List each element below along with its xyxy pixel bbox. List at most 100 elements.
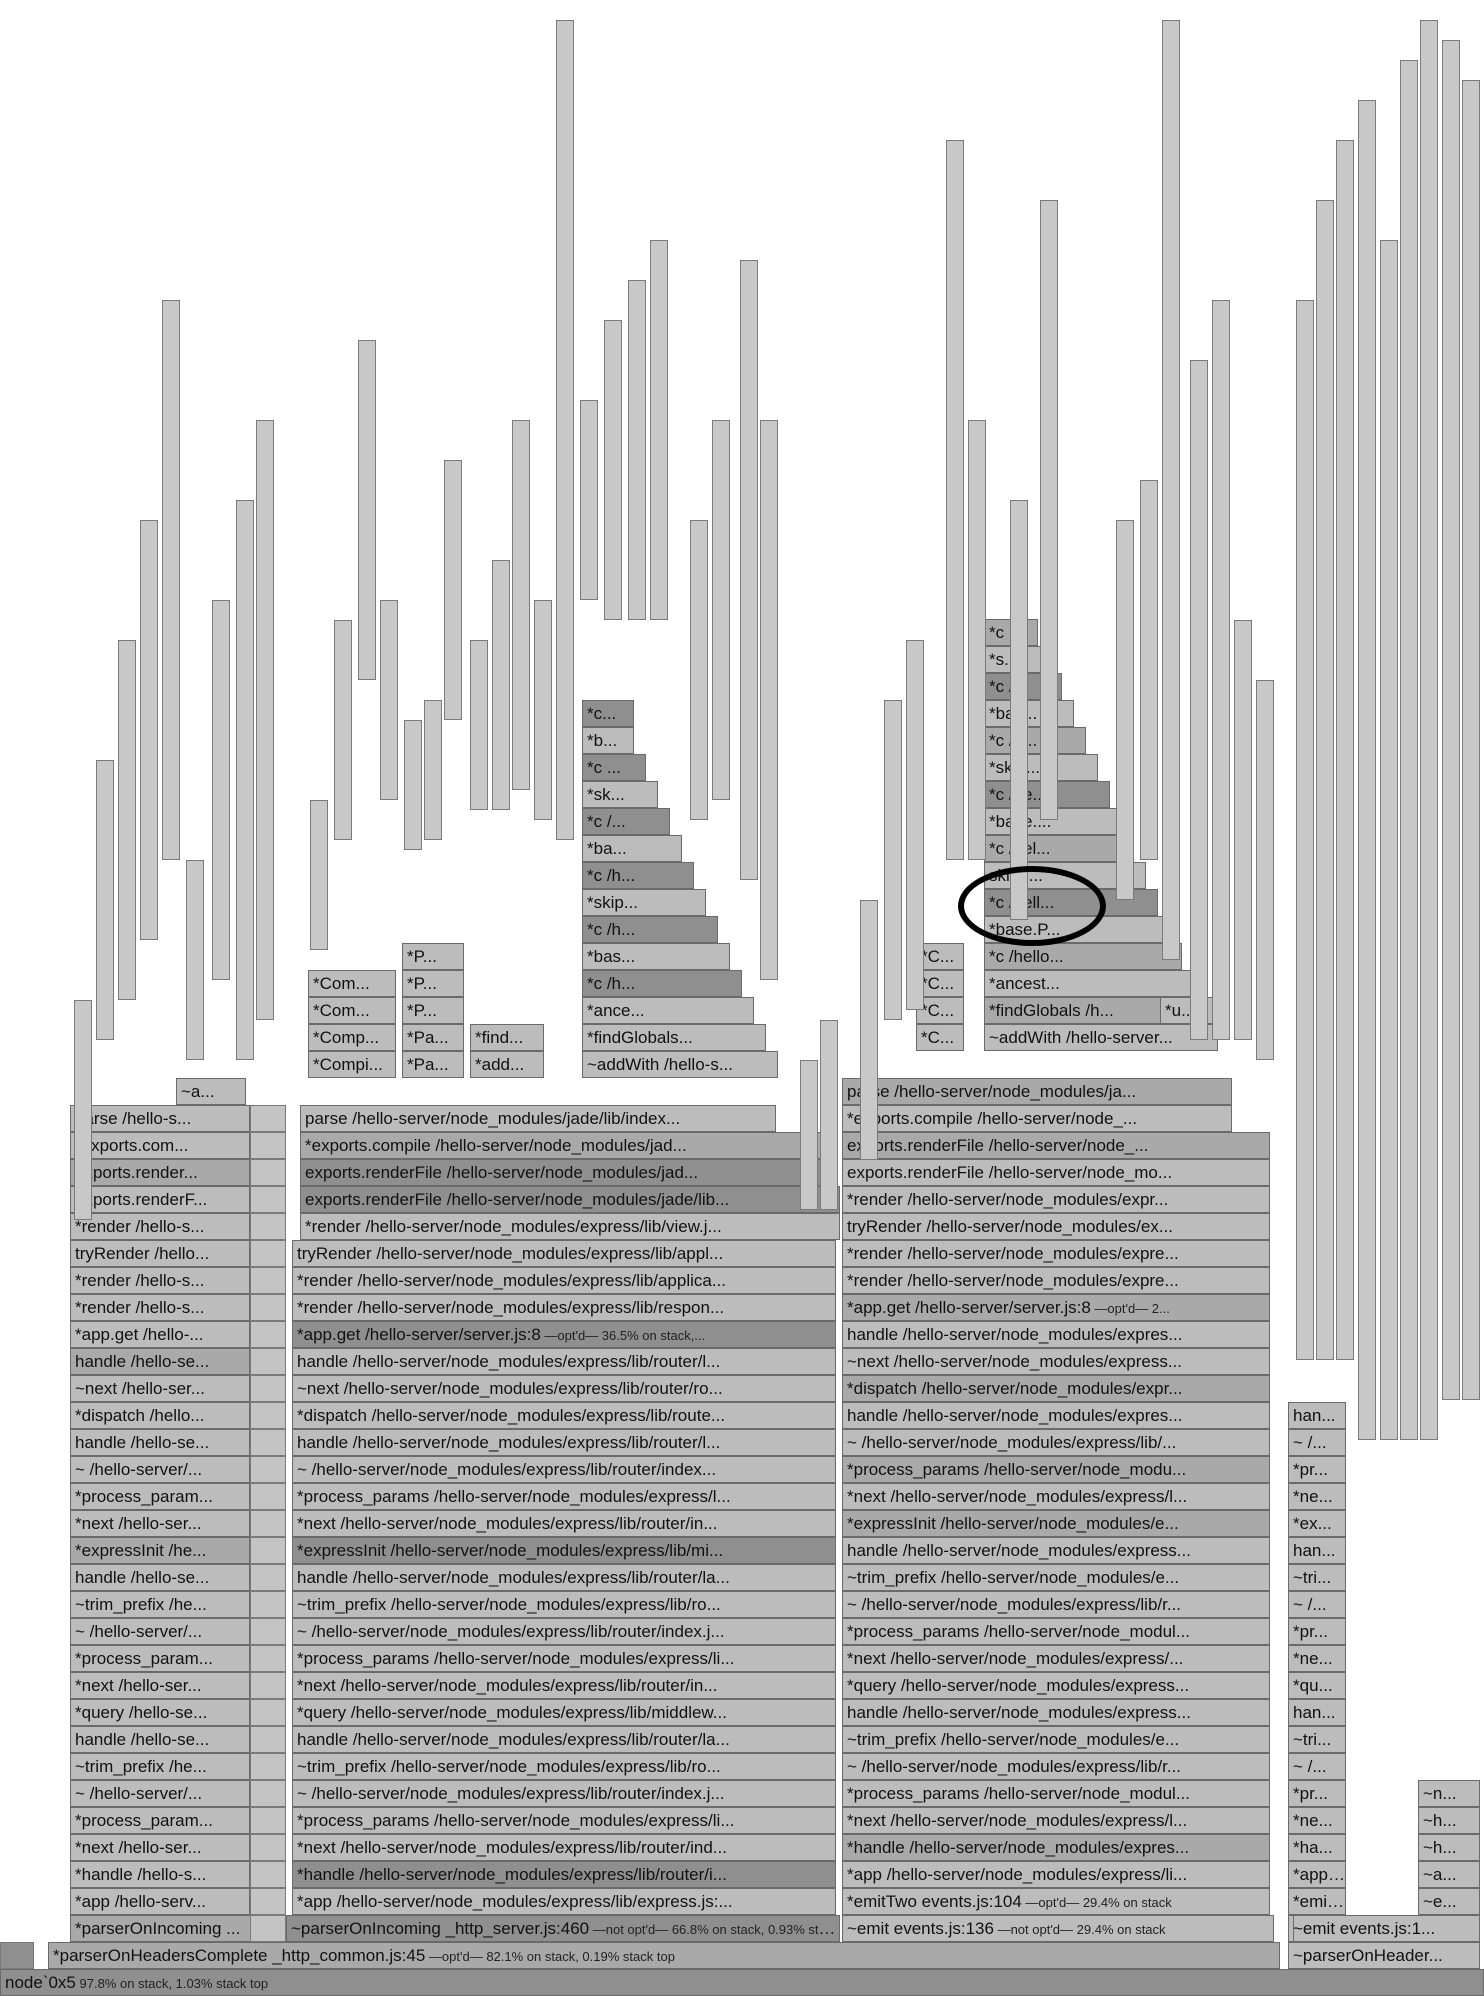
flame-frame-unlabeled[interactable] — [250, 1267, 286, 1294]
flame-frame[interactable]: tryRender /hello-server/node_modules/ex.… — [842, 1213, 1270, 1240]
flame-frame-unlabeled[interactable] — [380, 600, 398, 800]
flame-frame[interactable]: han... — [1288, 1699, 1346, 1726]
flame-frame-unlabeled[interactable] — [1380, 240, 1398, 1440]
flame-frame[interactable]: exports.renderF... — [70, 1186, 250, 1213]
flame-frame[interactable]: *C... — [916, 997, 964, 1024]
flame-frame-unlabeled[interactable] — [250, 1726, 286, 1753]
flame-frame-unlabeled[interactable] — [250, 1807, 286, 1834]
flame-frame[interactable]: *process_param... — [70, 1645, 250, 1672]
flame-frame[interactable]: *c /h... — [984, 727, 1086, 754]
flame-frame-unlabeled[interactable] — [1116, 520, 1134, 900]
flame-frame-unlabeled[interactable] — [906, 640, 924, 1010]
flame-frame-unlabeled[interactable] — [1212, 300, 1230, 1040]
flame-frame-unlabeled[interactable] — [424, 700, 442, 840]
flame-frame[interactable]: *P... — [402, 997, 464, 1024]
flame-frame-unlabeled[interactable] — [140, 520, 158, 940]
flame-frame[interactable]: *ba... — [582, 835, 682, 862]
flame-frame[interactable]: *base.P... — [984, 916, 1170, 943]
flame-frame[interactable]: *app /hello-server/node_modules/express/… — [842, 1861, 1270, 1888]
flame-frame-unlabeled[interactable] — [1140, 480, 1158, 860]
flame-frame-unlabeled[interactable] — [334, 620, 352, 840]
flame-frame[interactable]: *query /hello-server/node_modules/expres… — [842, 1672, 1270, 1699]
flame-frame[interactable]: *Comp... — [308, 1024, 396, 1051]
flame-frame[interactable]: ~addWith /hello-server... — [984, 1024, 1218, 1051]
flame-frame-unlabeled[interactable] — [250, 1429, 286, 1456]
flame-frame[interactable]: *render /hello-server/node_modules/expre… — [292, 1294, 836, 1321]
flame-frame[interactable]: *C... — [916, 1024, 964, 1051]
flame-frame[interactable]: *process_params /hello-server/node_modul… — [292, 1645, 836, 1672]
flame-frame[interactable]: *handle /hello-server/node_modules/expre… — [292, 1861, 836, 1888]
flame-frame[interactable]: *Com... — [308, 970, 396, 997]
flame-frame[interactable]: *c ... — [582, 754, 646, 781]
flame-frame[interactable]: ~trim_prefix /he... — [70, 1591, 250, 1618]
flame-frame-unlabeled[interactable] — [162, 300, 180, 860]
flame-frame[interactable]: ~tri... — [1288, 1564, 1346, 1591]
flame-frame[interactable]: *render /hello-s... — [70, 1267, 250, 1294]
flame-frame[interactable]: *c /h... — [582, 916, 718, 943]
flame-frame-unlabeled[interactable] — [1400, 60, 1418, 1440]
flame-frame-unlabeled[interactable] — [250, 1780, 286, 1807]
flame-frame[interactable]: *next /hello-server/node_modules/express… — [842, 1807, 1270, 1834]
flame-frame[interactable]: handle /hello-server/node_modules/expres… — [842, 1402, 1270, 1429]
flame-frame[interactable]: *find... — [470, 1024, 544, 1051]
flame-frame[interactable]: *next /hello-server/node_modules/express… — [292, 1510, 836, 1537]
flame-frame-unlabeled[interactable] — [250, 1105, 286, 1132]
flame-frame-unlabeled[interactable] — [250, 1618, 286, 1645]
flame-frame-unlabeled[interactable] — [1316, 200, 1334, 1360]
flame-frame[interactable]: *c /... — [582, 808, 670, 835]
flame-frame[interactable]: *P... — [402, 970, 464, 997]
flame-frame-unlabeled[interactable] — [250, 1186, 286, 1213]
flame-frame-unlabeled[interactable] — [404, 720, 422, 850]
flame-frame-unlabeled[interactable] — [800, 1060, 818, 1210]
flame-frame[interactable]: *c /hel... — [984, 835, 1134, 862]
flame-frame-unlabeled[interactable] — [310, 800, 328, 950]
flame-frame-unlabeled[interactable] — [1420, 20, 1438, 1440]
flame-frame[interactable]: ~e... — [1418, 1888, 1480, 1915]
flame-frame-unlabeled[interactable] — [1190, 360, 1208, 1040]
flame-frame[interactable]: ~trim_prefix /hello-server/node_modules/… — [842, 1726, 1270, 1753]
flame-frame[interactable]: *process_params /hello-server/node_modul… — [842, 1780, 1270, 1807]
flame-frame[interactable]: ~trim_prefix /hello-server/node_modules/… — [842, 1564, 1270, 1591]
flame-frame[interactable]: *bas... — [984, 700, 1074, 727]
flame-frame-unlabeled[interactable] — [968, 420, 986, 860]
flame-frame-unlabeled[interactable] — [250, 1510, 286, 1537]
flame-frame[interactable]: *exports.compile /hello-server/node_modu… — [300, 1132, 832, 1159]
flame-frame[interactable]: handle /hello-server/node_modules/expres… — [842, 1537, 1270, 1564]
flame-frame-unlabeled[interactable] — [250, 1402, 286, 1429]
flame-frame[interactable]: handle /hello-se... — [70, 1726, 250, 1753]
flame-frame[interactable]: *bas... — [582, 943, 730, 970]
flame-frame[interactable]: handle /hello-server/node_modules/expres… — [842, 1321, 1270, 1348]
flame-frame[interactable]: handle /hello-server/node_modules/expres… — [292, 1726, 836, 1753]
flame-frame-unlabeled[interactable] — [250, 1213, 286, 1240]
flame-frame-unlabeled[interactable] — [1296, 300, 1314, 1360]
flame-frame[interactable]: exports.renderFile /hello-server/node_mo… — [300, 1186, 840, 1213]
flame-frame[interactable]: ~next /hello-server/node_modules/express… — [842, 1348, 1270, 1375]
flame-frame[interactable]: *ance... — [582, 997, 754, 1024]
flame-frame-unlabeled[interactable] — [512, 420, 530, 790]
flame-frame[interactable]: *next /hello-server/node_modules/express… — [292, 1834, 836, 1861]
flame-frame[interactable]: *dispatch /hello-server/node_modules/exp… — [842, 1375, 1270, 1402]
flame-frame-unlabeled[interactable] — [118, 640, 136, 1000]
flame-frame[interactable]: *next /hello-server/node_modules/express… — [842, 1645, 1270, 1672]
flame-frame[interactable]: *ha... — [1288, 1834, 1346, 1861]
flame-frame-unlabeled[interactable] — [250, 1699, 286, 1726]
flame-frame[interactable]: *emitTwo ... — [1288, 1888, 1346, 1915]
flame-frame-unlabeled[interactable] — [250, 1456, 286, 1483]
flame-frame[interactable]: ~h... — [1418, 1834, 1480, 1861]
flame-frame[interactable]: *c /h... — [582, 970, 742, 997]
flame-frame-unlabeled[interactable] — [250, 1132, 286, 1159]
flame-frame-unlabeled[interactable] — [760, 420, 778, 980]
flame-frame-unlabeled[interactable] — [1336, 140, 1354, 1360]
flame-frame[interactable]: *handle /hello-server/node_modules/expre… — [842, 1834, 1270, 1861]
flame-frame-unlabeled[interactable] — [74, 1000, 92, 1220]
flame-frame[interactable]: parse /hello-server/node_modules/jade/li… — [300, 1105, 776, 1132]
flame-frame-unlabeled[interactable] — [186, 860, 204, 1060]
flame-frame[interactable]: *process_param... — [70, 1807, 250, 1834]
flame-frame[interactable]: ~ /hello-server/node_modules/express/lib… — [292, 1780, 836, 1807]
flame-frame[interactable]: *render /hello-server/node_modules/expre… — [292, 1267, 836, 1294]
flame-frame[interactable]: ~ /... — [1288, 1429, 1346, 1456]
flame-frame[interactable]: ~trim_prefix /he... — [70, 1753, 250, 1780]
flame-frame[interactable]: handle /hello-server/node_modules/expres… — [292, 1564, 836, 1591]
flame-frame-unlabeled[interactable] — [250, 1861, 286, 1888]
flame-frame[interactable]: *expressInit /hello-server/node_modules/… — [842, 1510, 1270, 1537]
